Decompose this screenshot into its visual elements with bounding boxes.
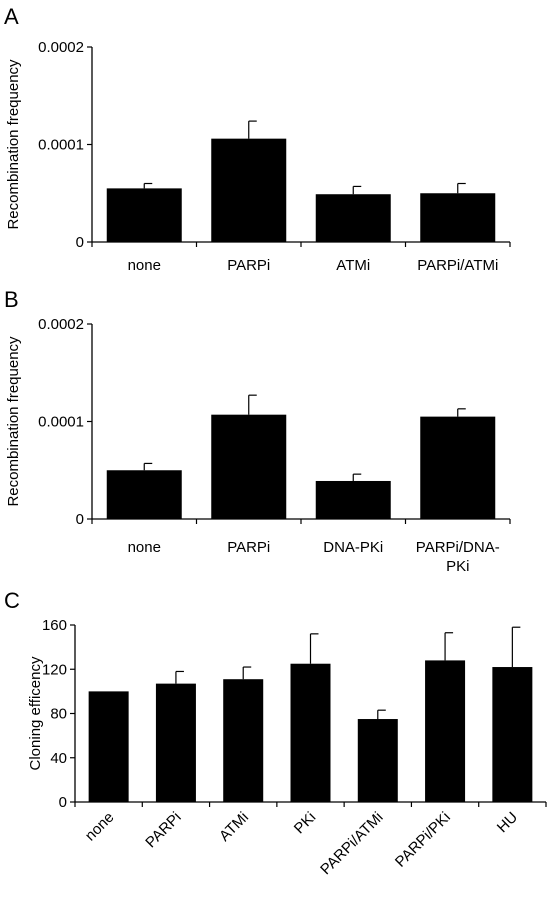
y-tick-label: 80 bbox=[50, 706, 67, 723]
category-label-line: ATMi bbox=[336, 257, 370, 274]
bar bbox=[88, 691, 129, 802]
y-tick-label: 160 bbox=[42, 617, 67, 634]
category-label: PKi bbox=[291, 809, 320, 838]
category-label: PARPi bbox=[142, 809, 184, 851]
panel-letter: C bbox=[4, 588, 20, 613]
category-label: none bbox=[128, 539, 161, 556]
bar bbox=[420, 193, 496, 242]
category-label: PARPi/PKi bbox=[392, 809, 454, 871]
bar bbox=[211, 414, 287, 519]
bar bbox=[492, 667, 533, 802]
category-label: PARPi bbox=[227, 539, 270, 556]
bar bbox=[106, 470, 182, 519]
category-label-line: none bbox=[128, 539, 161, 556]
y-tick-label: 40 bbox=[50, 750, 67, 767]
bar bbox=[420, 416, 496, 519]
category-label: ATMi bbox=[336, 257, 370, 274]
y-axis-label: Cloning efficency bbox=[27, 656, 44, 770]
category-label: none bbox=[82, 809, 118, 845]
bar bbox=[357, 719, 398, 802]
y-tick-label: 0.0002 bbox=[38, 39, 84, 56]
category-label-line: PARPi bbox=[227, 539, 270, 556]
panel-c: C Cloning efficency 0 40 80 120 160 none PARPi AT… bbox=[4, 588, 547, 878]
category-label-line: PARPi/ATMi bbox=[417, 257, 498, 274]
category-label: ATMi bbox=[216, 809, 252, 845]
y-tick-label: 0.0002 bbox=[38, 316, 84, 333]
bar bbox=[425, 660, 466, 802]
y-tick-label: 0 bbox=[59, 794, 67, 811]
panel-b: B Recombination frequency 0 0.0001 0.0002 non… bbox=[4, 287, 511, 575]
y-tick-label: 0 bbox=[76, 511, 84, 528]
category-label-line: none bbox=[128, 257, 161, 274]
category-label-line: PARPi bbox=[227, 257, 270, 274]
y-tick-label: 0 bbox=[76, 234, 84, 251]
category-label: PARPi/DNA- PKi bbox=[416, 539, 500, 575]
category-label-line: PARPi/DNA- bbox=[416, 539, 500, 556]
y-tick-label: 0.0001 bbox=[38, 414, 84, 431]
bar bbox=[106, 188, 182, 242]
category-label: PARPi/ATMi bbox=[317, 809, 386, 878]
category-label-line: DNA-PKi bbox=[323, 539, 383, 556]
category-label: PARPi bbox=[227, 257, 270, 274]
category-label: PARPi/ATMi bbox=[417, 257, 498, 274]
category-label-line: PKi bbox=[446, 558, 469, 575]
panel-letter: A bbox=[4, 4, 19, 29]
bar bbox=[211, 138, 287, 242]
y-axis-label: Recombination frequency bbox=[5, 336, 22, 507]
panel-letter: B bbox=[4, 287, 19, 312]
y-axis-label: Recombination frequency bbox=[5, 59, 22, 230]
category-label: HU bbox=[494, 809, 521, 836]
bar bbox=[155, 683, 196, 802]
panel-a: A Recombination frequency 0 0.0001 0.0002 non… bbox=[4, 4, 511, 274]
y-tick-label: 120 bbox=[42, 661, 67, 678]
bar bbox=[290, 663, 331, 802]
category-label: DNA-PKi bbox=[323, 539, 383, 556]
bar bbox=[315, 480, 391, 519]
bar bbox=[223, 679, 264, 802]
category-label: none bbox=[128, 257, 161, 274]
y-tick-label: 0.0001 bbox=[38, 137, 84, 154]
bar bbox=[315, 194, 391, 242]
